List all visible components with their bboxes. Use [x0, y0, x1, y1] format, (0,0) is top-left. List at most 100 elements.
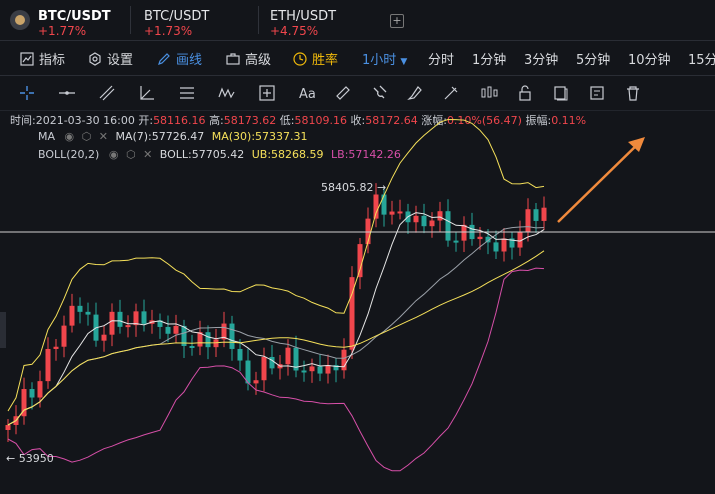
candle: [509, 238, 515, 248]
ruler-icon[interactable]: [334, 84, 352, 102]
interval-option[interactable]: 10分钟: [628, 53, 671, 68]
interval-option[interactable]: 5分钟: [576, 53, 611, 68]
ma7-value: MA(7):57726.47: [115, 130, 205, 143]
candle: [165, 326, 171, 334]
candle: [109, 311, 115, 335]
lock-icon[interactable]: [516, 84, 534, 102]
ma-indicator-row: MA ◉ ⬡ ✕ MA(7):57726.47 MA(30):57337.31: [38, 130, 308, 143]
candle: [229, 323, 235, 349]
interval-dropdown[interactable]: 1小时 ▼: [362, 49, 407, 68]
side-handle[interactable]: [0, 312, 6, 348]
candle: [293, 347, 299, 371]
candle: [101, 334, 107, 341]
candle: [453, 240, 459, 243]
candle: [317, 366, 323, 374]
pencil-icon: [158, 53, 170, 65]
boll-middle-band: [7, 226, 545, 426]
interval-option[interactable]: 分时: [428, 53, 455, 68]
amplitude-label: 振幅:: [525, 114, 552, 127]
change-value: 0.10%(56.47): [446, 114, 522, 127]
candle: [413, 215, 419, 223]
candle: [189, 346, 195, 349]
candle: [141, 311, 147, 324]
candle: [477, 236, 483, 240]
boll-lb-value: LB:57142.26: [331, 148, 401, 161]
note-icon[interactable]: [588, 84, 606, 102]
eye-icon[interactable]: ◉: [64, 130, 75, 143]
trash-icon[interactable]: [624, 84, 642, 102]
draw-button[interactable]: 画线: [157, 49, 202, 68]
ma30-value: MA(30):57337.31: [211, 130, 308, 143]
candle: [485, 236, 491, 243]
candle: [461, 224, 467, 241]
candle: [349, 277, 355, 350]
time-label: 时间:: [10, 114, 36, 127]
advanced-label: 高级: [245, 53, 272, 68]
boll-value: BOLL:57705.42: [159, 148, 245, 161]
ma-name: MA: [38, 130, 56, 143]
candles-icon[interactable]: [480, 84, 498, 102]
text-icon[interactable]: Aa: [298, 84, 316, 102]
candle: [365, 218, 371, 245]
ma7-line: [7, 212, 545, 426]
advanced-button[interactable]: 高级: [226, 49, 271, 68]
candle: [501, 238, 507, 252]
candle: [325, 365, 331, 374]
close-label: 收:: [350, 114, 366, 127]
candle: [133, 311, 139, 326]
indicators-button[interactable]: 指标: [20, 49, 65, 68]
settings-button[interactable]: 设置: [88, 49, 133, 68]
candle: [205, 332, 211, 348]
candle: [373, 194, 379, 219]
candle: [45, 348, 51, 382]
candle: [245, 360, 251, 384]
candle: [5, 425, 11, 430]
pattern-icon[interactable]: [442, 84, 460, 102]
briefcase-icon: [226, 53, 240, 65]
measure-icon[interactable]: [258, 84, 276, 102]
boll-name: BOLL(20,2): [38, 148, 100, 161]
high-value: 58173.62: [223, 114, 277, 127]
eye-icon[interactable]: ◉: [108, 148, 119, 161]
close-icon[interactable]: ✕: [98, 130, 108, 143]
tab-divider: [130, 6, 131, 34]
candle: [221, 323, 227, 340]
trend-line-icon[interactable]: [98, 84, 116, 102]
candle: [37, 381, 43, 398]
tab-name: BTC/USDT: [144, 9, 210, 24]
wave-icon[interactable]: [218, 84, 236, 102]
clock-icon: [293, 52, 307, 66]
gear-icon[interactable]: ⬡: [125, 148, 136, 161]
candle: [29, 389, 35, 398]
candle: [429, 220, 435, 227]
add-tab-button[interactable]: +: [390, 14, 404, 28]
change-label: 涨幅:: [421, 114, 447, 127]
copy-icon[interactable]: [552, 84, 570, 102]
interval-option[interactable]: 3分钟: [524, 53, 559, 68]
drawing-toolbar: Aa: [0, 76, 715, 111]
candle: [85, 311, 91, 315]
tab-btc-usdt-2[interactable]: BTC/USDT +1.73%: [134, 0, 254, 40]
tab-eth-usdt[interactable]: ETH/USDT +4.75%: [260, 0, 380, 40]
open-label: 开:: [138, 114, 154, 127]
horizontal-line-icon[interactable]: [58, 84, 76, 102]
candle: [493, 242, 499, 252]
candle: [253, 380, 259, 384]
brush-icon[interactable]: [406, 84, 424, 102]
tab-name: BTC/USDT: [38, 9, 111, 24]
magnet-icon[interactable]: [370, 84, 388, 102]
crosshair-icon[interactable]: [18, 84, 36, 102]
interval-option[interactable]: 15分: [688, 53, 715, 68]
winrate-button[interactable]: 胜率: [293, 49, 338, 68]
close-icon[interactable]: ✕: [143, 148, 153, 161]
candle: [533, 209, 539, 221]
boll-indicator-row: BOLL(20,2) ◉ ⬡ ✕ BOLL:57705.42 UB:58268.…: [38, 148, 401, 161]
interval-option[interactable]: 1分钟: [472, 53, 507, 68]
gear-icon[interactable]: ⬡: [81, 130, 92, 143]
low-label: 低:: [279, 114, 295, 127]
candle: [357, 244, 363, 278]
angle-icon[interactable]: [138, 84, 156, 102]
tab-btc-usdt-1[interactable]: BTC/USDT +1.77%: [28, 0, 128, 40]
parallel-lines-icon[interactable]: [178, 84, 196, 102]
